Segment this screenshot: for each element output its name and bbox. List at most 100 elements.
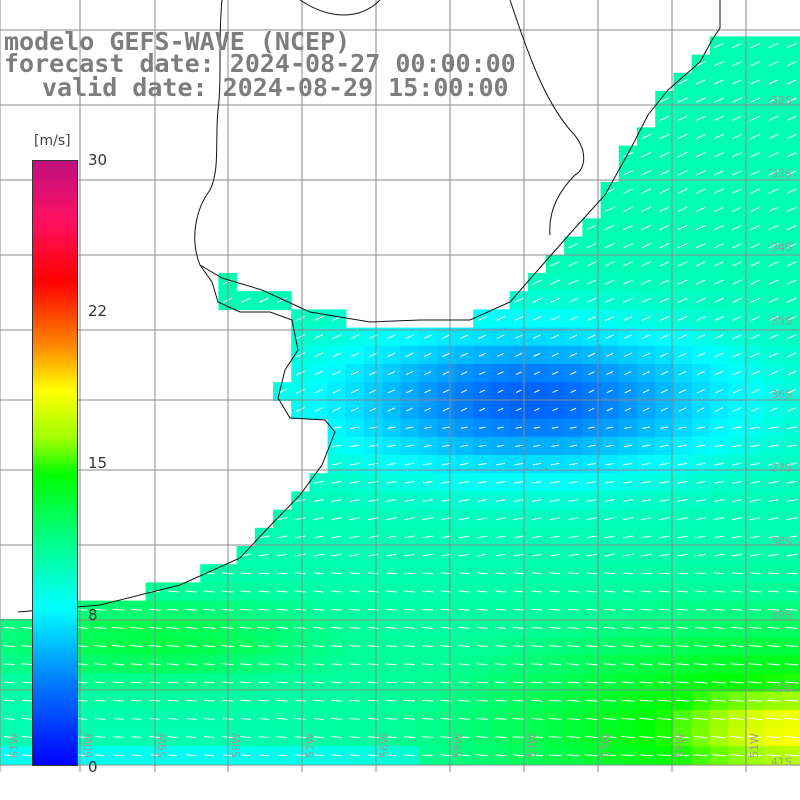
wind-vector [642,389,650,394]
wind-vector [659,297,670,303]
lon-label: 59W [156,733,169,758]
wind-vector [350,426,360,429]
wind-vector [568,243,579,249]
colorbar-tick-8: 8 [88,606,98,624]
wind-vector [677,517,688,521]
wind-vector [569,334,578,339]
wind-vector [496,316,505,321]
wind-vector [604,535,615,539]
wind-vector [621,645,634,648]
wind-vector [295,535,306,539]
wind-vector [532,480,542,484]
wind-vector [331,444,342,448]
wind-vector [458,535,470,539]
wind-vector [604,517,615,521]
wind-vector [748,645,762,648]
wind-vector [677,261,688,267]
wind-vector [442,352,450,358]
wind-vector [514,462,523,466]
wind-vector [750,261,761,267]
wind-vector [185,608,197,611]
wind-vector [495,553,506,557]
wind-vector [731,517,743,521]
wind-vector [331,699,343,702]
wind-vector [440,499,451,502]
wind-vector [584,717,599,720]
wind-vector [641,462,651,466]
wind-vector [184,645,198,648]
wind-vector [367,717,379,720]
wind-vector [768,480,779,484]
wind-vector [676,626,689,629]
wind-vector [712,663,726,666]
wind-vector [404,462,415,466]
wind-vector [532,316,542,321]
lon-label: 51W [748,733,761,758]
wind-vector [768,407,779,412]
wind-vector [313,699,324,702]
wind-vector [423,444,432,448]
wind-vector [458,572,470,575]
wind-vector [313,334,324,340]
wind-vector [623,480,633,484]
wind-vector [750,79,761,85]
wind-vector [603,754,617,757]
wind-vector [604,279,615,285]
wind-vector [294,572,306,575]
wind-vector [659,152,670,158]
wind-vector [385,681,397,684]
wind-vector [3,626,15,629]
wind-vector [494,681,507,684]
wind-vector [477,553,488,557]
wind-vector [458,681,470,684]
wind-vector [714,407,724,412]
wind-vector [203,736,215,739]
wind-vector [750,206,761,212]
wind-vector [350,754,360,757]
wind-vector [240,608,252,611]
wind-vector [331,626,343,629]
wind-vector [513,645,525,648]
wind-vector [785,626,798,629]
wind-vector [658,590,670,593]
wind-vector [604,206,615,212]
wind-vector [676,645,689,648]
wind-vector [570,389,577,394]
wind-vector [550,462,560,466]
wind-vector [566,699,580,702]
wind-vector [621,736,635,739]
wind-vector [367,699,379,702]
wind-vector [422,517,433,521]
wind-vector [459,480,469,484]
wind-vector [350,462,360,466]
wind-vector [349,535,361,539]
wind-vector [768,206,779,212]
wind-vector [387,389,395,394]
wind-vector [768,535,779,539]
wind-vector [640,535,652,539]
wind-vector [313,517,324,521]
wind-vector [112,736,124,739]
wind-vector [405,334,414,340]
wind-vector [240,736,252,739]
wind-vector [512,736,525,739]
wind-vector [604,626,616,629]
wind-vector [21,626,34,629]
wind-vector [639,735,654,739]
wind-vector [749,590,761,593]
wind-vector [331,681,343,684]
wind-vector [695,79,706,85]
wind-vector [678,426,687,429]
wind-vector [387,426,396,429]
wind-vector [675,699,690,702]
wind-vector [94,608,106,611]
wind-vector [693,681,708,684]
wind-vector [658,626,671,629]
wind-vector [331,645,343,648]
wind-vector [185,681,197,684]
wind-vector [694,663,708,666]
wind-vector [258,535,270,539]
wind-vector [367,535,379,539]
wind-vector [349,517,361,521]
wind-vector [731,535,743,539]
